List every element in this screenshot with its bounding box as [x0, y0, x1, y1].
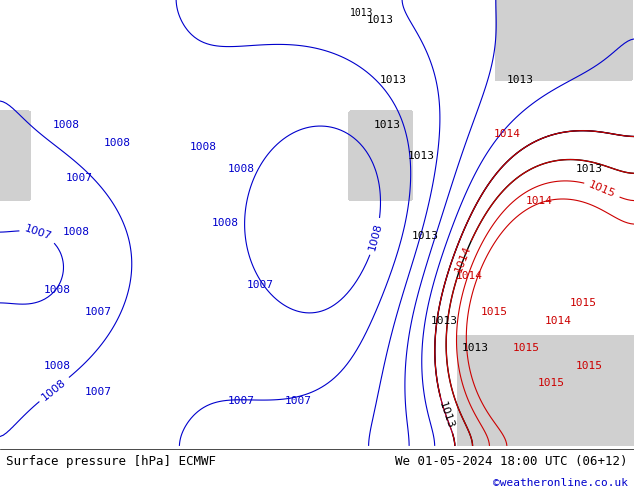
- Text: 1007: 1007: [228, 396, 254, 406]
- Text: 1015: 1015: [513, 343, 540, 353]
- Text: 1007: 1007: [85, 307, 112, 317]
- Text: 1014: 1014: [456, 271, 482, 281]
- Text: 1015: 1015: [576, 361, 603, 370]
- Text: 1008: 1008: [212, 218, 238, 228]
- Text: 1013: 1013: [507, 75, 533, 85]
- Text: 1008: 1008: [44, 361, 70, 370]
- Text: 1007: 1007: [23, 224, 53, 242]
- Text: 1007: 1007: [247, 280, 273, 291]
- Text: 1015: 1015: [481, 307, 508, 317]
- Text: 1013: 1013: [349, 8, 373, 19]
- Text: 1013: 1013: [462, 343, 489, 353]
- Text: 1013: 1013: [437, 400, 455, 430]
- Text: 1007: 1007: [66, 173, 93, 183]
- Text: We 01-05-2024 18:00 UTC (06+12): We 01-05-2024 18:00 UTC (06+12): [395, 455, 628, 468]
- Text: 1013: 1013: [408, 151, 435, 161]
- Text: 1013: 1013: [411, 231, 438, 242]
- Text: 1013: 1013: [373, 120, 400, 130]
- Text: 1014: 1014: [454, 244, 473, 274]
- Text: 1013: 1013: [576, 165, 603, 174]
- Text: 1007: 1007: [85, 388, 112, 397]
- Text: 1008: 1008: [40, 377, 68, 402]
- Text: 1014: 1014: [494, 129, 521, 139]
- Text: ©weatheronline.co.uk: ©weatheronline.co.uk: [493, 478, 628, 489]
- Text: 1008: 1008: [190, 142, 216, 152]
- Text: 1013: 1013: [380, 75, 406, 85]
- Text: 1014: 1014: [526, 196, 552, 206]
- Text: 1008: 1008: [104, 138, 131, 147]
- Text: 1015: 1015: [570, 298, 597, 308]
- Text: 1014: 1014: [545, 316, 571, 326]
- Text: 1008: 1008: [53, 120, 80, 130]
- Text: 1008: 1008: [368, 222, 384, 251]
- Text: 1013: 1013: [430, 316, 457, 326]
- Text: 1015: 1015: [538, 378, 565, 389]
- Text: Surface pressure [hPa] ECMWF: Surface pressure [hPa] ECMWF: [6, 455, 216, 468]
- Text: 1015: 1015: [587, 179, 617, 199]
- Text: 1013: 1013: [367, 15, 394, 25]
- Text: 1008: 1008: [228, 165, 254, 174]
- Text: 1008: 1008: [44, 285, 70, 295]
- Text: 1008: 1008: [63, 227, 89, 237]
- Text: 1007: 1007: [285, 396, 311, 406]
